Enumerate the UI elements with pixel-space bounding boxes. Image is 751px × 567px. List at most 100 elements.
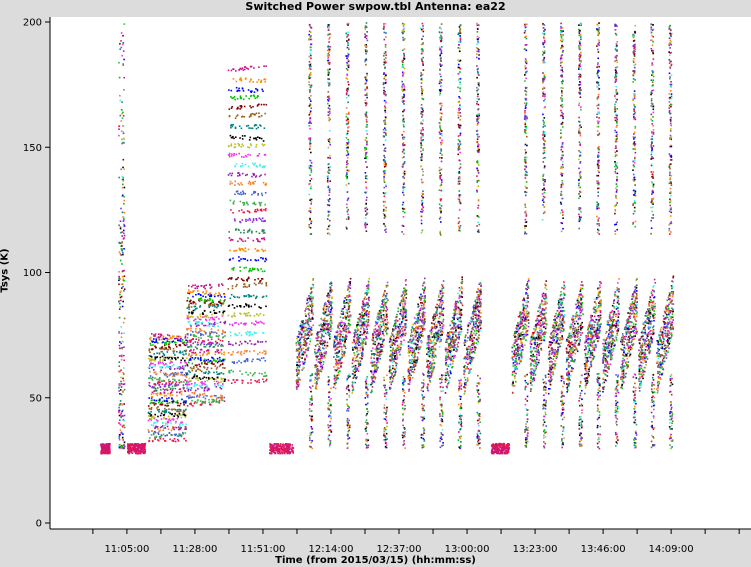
data-point [165,347,167,349]
data-point [156,409,159,411]
data-point [157,387,159,389]
data-point [245,295,248,297]
data-point [219,386,222,389]
data-point [343,339,346,341]
data-point [314,379,316,381]
data-point [148,397,150,399]
data-point [186,339,189,342]
data-point [159,429,161,432]
data-point [319,365,322,368]
data-point [301,352,304,354]
data-point [184,335,187,338]
data-point [336,356,338,358]
data-point [157,439,160,442]
data-point [176,335,178,338]
data-point [227,352,230,354]
data-point [119,227,122,230]
data-point [281,444,284,446]
data-point [119,393,121,395]
data-point [198,318,201,321]
data-point [328,400,331,402]
data-point [347,42,349,44]
data-point [205,386,207,389]
data-point [209,311,212,313]
data-point [222,373,225,375]
data-point [303,352,306,354]
data-point [119,259,122,262]
data-point [170,392,172,394]
data-point [150,363,152,365]
data-point [186,357,188,359]
data-point [265,340,267,343]
data-point [364,28,367,31]
data-point [356,321,359,324]
data-point [329,292,331,295]
data-point [345,330,348,333]
data-point [127,446,129,449]
data-point [231,277,233,279]
data-point [364,139,367,141]
data-point [329,118,331,120]
data-point [176,350,178,353]
data-point [361,311,363,314]
data-point [105,450,108,453]
data-point [259,81,262,84]
data-point [345,119,348,122]
data-point [119,419,121,421]
data-point [364,328,367,331]
data-point [273,448,275,450]
data-point [159,385,162,388]
data-point [121,347,123,350]
data-point [277,444,279,447]
data-point [260,174,262,176]
data-point [247,229,250,232]
data-point [253,268,256,270]
data-point [151,440,154,442]
data-point [209,292,212,294]
data-point [347,182,350,185]
data-point [169,337,172,340]
data-point [238,332,241,334]
data-point [304,340,306,342]
data-point [166,425,169,428]
data-point [217,384,220,386]
data-point [186,405,189,407]
data-point [183,400,185,403]
data-point [299,324,302,327]
data-point [199,306,201,308]
data-point [329,157,331,159]
data-point [321,368,323,370]
data-point [123,76,125,79]
data-point [161,404,163,406]
data-point [103,445,105,448]
data-point [171,335,174,337]
data-point [311,402,313,405]
data-point [302,366,305,369]
data-point [265,258,268,261]
data-point [249,143,252,145]
data-point [334,387,337,390]
data-point [211,316,214,319]
data-point [299,331,302,334]
data-point [344,324,346,327]
data-point [346,64,349,66]
data-point [271,446,274,448]
data-point [230,343,232,346]
data-point [285,444,288,447]
data-point [348,437,351,439]
data-point [327,59,330,62]
data-point [253,350,255,352]
data-point [184,379,186,381]
data-point [280,447,283,449]
data-point [189,300,191,303]
data-point [210,328,213,330]
data-point [205,371,207,373]
data-point [227,379,230,382]
data-point [328,163,330,165]
data-point [295,350,298,352]
data-point [154,365,157,367]
data-point [364,60,366,63]
data-point [206,299,209,301]
data-point [336,374,339,377]
data-point [249,315,252,317]
